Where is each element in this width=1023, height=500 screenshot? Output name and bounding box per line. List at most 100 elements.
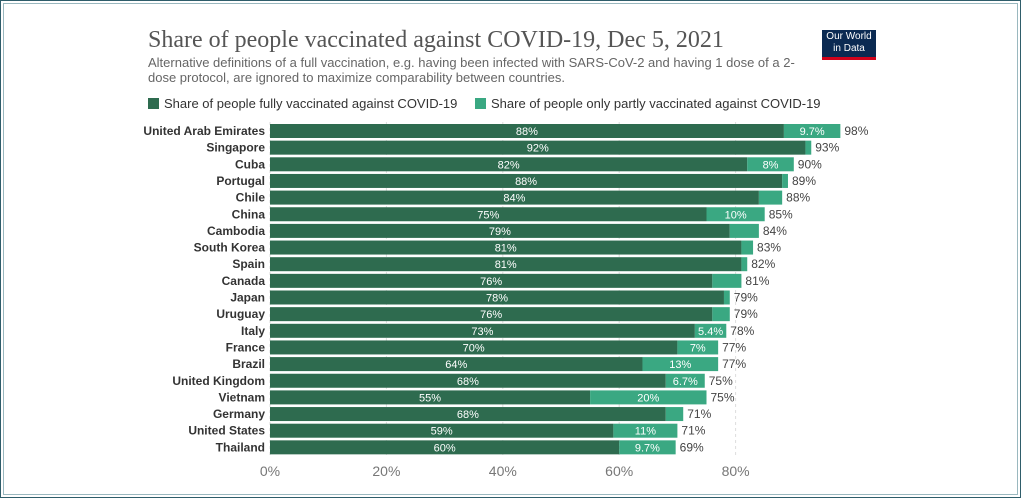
bar-partial-label: 13% — [669, 359, 691, 371]
country-label: Cuba — [235, 157, 265, 171]
bar-partial[interactable] — [712, 273, 742, 288]
bar-full[interactable] — [270, 357, 643, 372]
bar-partial[interactable] — [712, 307, 730, 322]
bar-full[interactable] — [270, 140, 806, 155]
x-tick-label: 20% — [372, 463, 400, 479]
x-tick-label: 0% — [260, 463, 280, 479]
bar-partial[interactable] — [613, 423, 678, 438]
bar-partial-label: 7% — [690, 342, 706, 354]
bar-total-label: 90% — [798, 157, 822, 171]
bar-full[interactable] — [270, 290, 724, 305]
bar-partial-label: 6.7% — [673, 376, 698, 388]
bar-partial[interactable] — [706, 207, 765, 222]
country-label: Singapore — [206, 141, 265, 155]
bar-full-label: 88% — [515, 176, 537, 188]
country-label: Japan — [230, 291, 265, 305]
bar-full[interactable] — [270, 257, 742, 272]
legend-label-partial: Share of people only partly vaccinated a… — [491, 96, 821, 111]
country-label: Spain — [232, 257, 265, 271]
bar-full[interactable] — [270, 440, 620, 455]
bar-total-label: 78% — [730, 324, 754, 338]
bar-partial[interactable] — [642, 357, 719, 372]
bar-full[interactable] — [270, 373, 666, 388]
legend-swatch-partial — [475, 98, 487, 109]
bar-partial[interactable] — [782, 173, 788, 188]
bar-partial[interactable] — [677, 340, 719, 355]
bar-full[interactable] — [270, 273, 713, 288]
bar-full-label: 78% — [486, 293, 508, 305]
bar-partial[interactable] — [741, 257, 748, 272]
country-label: Brazil — [232, 357, 265, 371]
bar-partial[interactable] — [590, 390, 707, 405]
legend-item-full[interactable]: Share of people fully vaccinated against… — [148, 96, 457, 111]
chart-subtitle: Alternative definitions of a full vaccin… — [148, 55, 795, 85]
bar-partial[interactable] — [665, 373, 705, 388]
bar-partial[interactable] — [619, 440, 676, 455]
bar-total-label: 71% — [681, 424, 705, 438]
bar-full[interactable] — [270, 340, 678, 355]
bar-total-label: 83% — [757, 241, 781, 255]
country-label: China — [232, 207, 266, 221]
bar-full-label: 55% — [419, 392, 441, 404]
bar-full[interactable] — [270, 207, 707, 222]
country-label: Thailand — [216, 440, 265, 454]
bar-full-label: 92% — [527, 143, 549, 155]
bar-total-label: 75% — [709, 374, 733, 388]
bar-full-label: 79% — [489, 226, 511, 238]
bar-total-label: 85% — [769, 207, 793, 221]
bar-full-label: 82% — [498, 159, 520, 171]
bar-full[interactable] — [270, 190, 759, 205]
country-label: Canada — [222, 274, 266, 288]
bar-partial[interactable] — [723, 290, 730, 305]
bar-partial-label: 5.4% — [698, 326, 723, 338]
legend-label-full: Share of people fully vaccinated against… — [164, 96, 458, 111]
country-label: Cambodia — [207, 224, 265, 238]
bar-full-label: 70% — [463, 342, 485, 354]
bar-full[interactable] — [270, 173, 783, 188]
bar-full-label: 81% — [495, 243, 517, 255]
bar-partial[interactable] — [741, 240, 754, 255]
bar-full[interactable] — [270, 157, 748, 172]
country-label: United Arab Emirates — [143, 124, 265, 138]
bar-full-label: 76% — [480, 309, 502, 321]
bar-full[interactable] — [270, 240, 742, 255]
bar-total-label: 77% — [722, 340, 746, 354]
bar-partial[interactable] — [729, 223, 759, 238]
legend: Share of people fully vaccinated against… — [148, 96, 835, 112]
logo-line-2: in Data — [833, 43, 865, 54]
bar-partial[interactable] — [783, 124, 841, 138]
bar-full[interactable] — [270, 307, 713, 322]
country-label: France — [226, 340, 266, 354]
country-label: Vietnam — [219, 390, 265, 404]
bar-full[interactable] — [270, 423, 614, 438]
x-tick-label: 40% — [489, 463, 517, 479]
bar-total-label: 69% — [680, 440, 704, 454]
bar-full-label: 81% — [495, 259, 517, 271]
bar-full-label: 59% — [431, 426, 453, 438]
bar-total-label: 75% — [711, 390, 735, 404]
bar-partial[interactable] — [805, 140, 812, 155]
bar-partial[interactable] — [665, 407, 684, 422]
bar-total-label: 88% — [786, 191, 810, 205]
bar-partial[interactable] — [694, 323, 727, 338]
bar-partial-label: 10% — [725, 209, 747, 221]
bar-total-label: 93% — [815, 141, 839, 155]
bar-full[interactable] — [270, 323, 695, 338]
x-tick-label: 60% — [605, 463, 633, 479]
bar-total-label: 89% — [792, 174, 816, 188]
bar-full[interactable] — [270, 124, 784, 138]
bar-partial[interactable] — [747, 157, 794, 172]
bar-full[interactable] — [270, 407, 666, 422]
country-label: Italy — [241, 324, 265, 338]
bar-full-label: 84% — [503, 193, 525, 205]
bar-full-label: 75% — [477, 209, 499, 221]
country-label: Chile — [236, 191, 266, 205]
bar-partial[interactable] — [758, 190, 783, 205]
bar-full[interactable] — [270, 390, 591, 405]
legend-item-partial[interactable]: Share of people only partly vaccinated a… — [475, 96, 821, 111]
owid-logo[interactable]: Our World in Data — [822, 30, 876, 60]
bar-full[interactable] — [270, 223, 730, 238]
bar-total-label: 79% — [734, 291, 758, 305]
